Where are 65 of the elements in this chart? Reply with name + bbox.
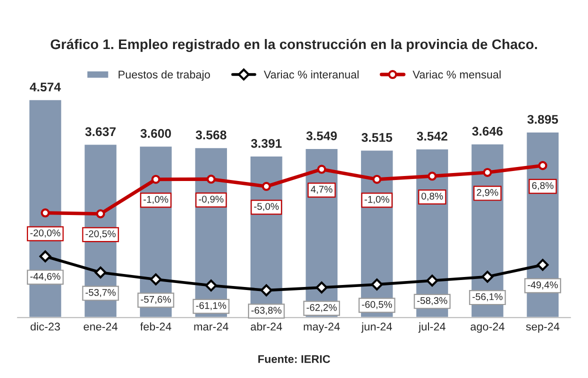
data-label: -63,8%	[251, 306, 282, 315]
point	[150, 273, 162, 286]
data-label: 4.574	[30, 82, 61, 92]
data-label: 3.646	[472, 126, 503, 136]
point	[370, 278, 383, 290]
data-label: 6,8%	[532, 182, 554, 190]
data-label: 2,9%	[476, 189, 498, 198]
data-label: 3.637	[85, 127, 116, 136]
data-label: -58,3%	[417, 297, 448, 306]
x-tick-label: ago-24	[470, 322, 504, 333]
data-label: -1,0%	[364, 196, 390, 204]
data-label: 3.515	[362, 133, 392, 142]
x-tick-label: sep-24	[526, 322, 560, 333]
legend-label: Variac % mensual	[412, 70, 501, 79]
data-label: -0,9%	[198, 196, 224, 204]
x-tick-label: dic-23	[30, 322, 60, 331]
point	[481, 270, 494, 283]
point	[428, 172, 437, 181]
point	[262, 182, 271, 191]
data-label: -53,7%	[86, 289, 116, 298]
point	[426, 274, 438, 287]
point	[205, 280, 218, 292]
point	[206, 174, 216, 184]
data-label: 3.600	[140, 129, 171, 138]
data-label: -20,0%	[30, 229, 60, 238]
data-label: 4,7%	[310, 186, 332, 194]
data-label: 3.542	[416, 132, 448, 141]
point	[260, 284, 272, 296]
point	[96, 209, 106, 218]
point	[538, 161, 548, 170]
point	[536, 258, 549, 271]
point	[482, 168, 492, 177]
x-tick-label: feb-24	[140, 322, 172, 331]
x-tick-label: ene-24	[84, 322, 118, 331]
data-label: -62,2%	[306, 304, 337, 312]
data-label: 3.549	[306, 131, 337, 140]
x-tick-label: jul-24	[418, 322, 446, 333]
point	[372, 174, 382, 184]
source-note: Fuente: IERIC	[258, 355, 330, 363]
data-label: -1,0%	[144, 196, 168, 204]
legend-label: Puestos de trabajo	[118, 70, 210, 81]
data-label: 3.568	[196, 130, 226, 140]
point	[317, 164, 326, 174]
data-label: -20,5%	[86, 230, 116, 238]
x-tick-label: may-24	[304, 322, 340, 333]
data-label: -5,0%	[254, 202, 279, 212]
point	[39, 250, 52, 262]
x-tick-label: abr-24	[250, 322, 282, 331]
data-label: 3.895	[527, 114, 558, 124]
legend-label: Variac % interanual	[264, 70, 359, 79]
data-label: -49,4%	[528, 281, 558, 290]
data-label: -61,1%	[196, 302, 226, 310]
data-label: -56,1%	[472, 293, 503, 302]
x-tick-label: jun-24	[361, 322, 392, 333]
x-tick-label: mar-24	[194, 322, 228, 331]
data-label: 3.391	[251, 138, 282, 148]
point	[94, 266, 107, 278]
data-label: 0,8%	[421, 192, 443, 201]
data-label: -44,6%	[30, 272, 60, 281]
point	[316, 282, 328, 294]
data-label: -57,6%	[140, 296, 171, 304]
chart-title: Gráfico 1. Empleo registrado en la construcción en la provincia de Chaco.	[50, 38, 537, 52]
data-label: -60,5%	[362, 301, 392, 310]
point	[40, 208, 50, 218]
point	[151, 174, 160, 184]
